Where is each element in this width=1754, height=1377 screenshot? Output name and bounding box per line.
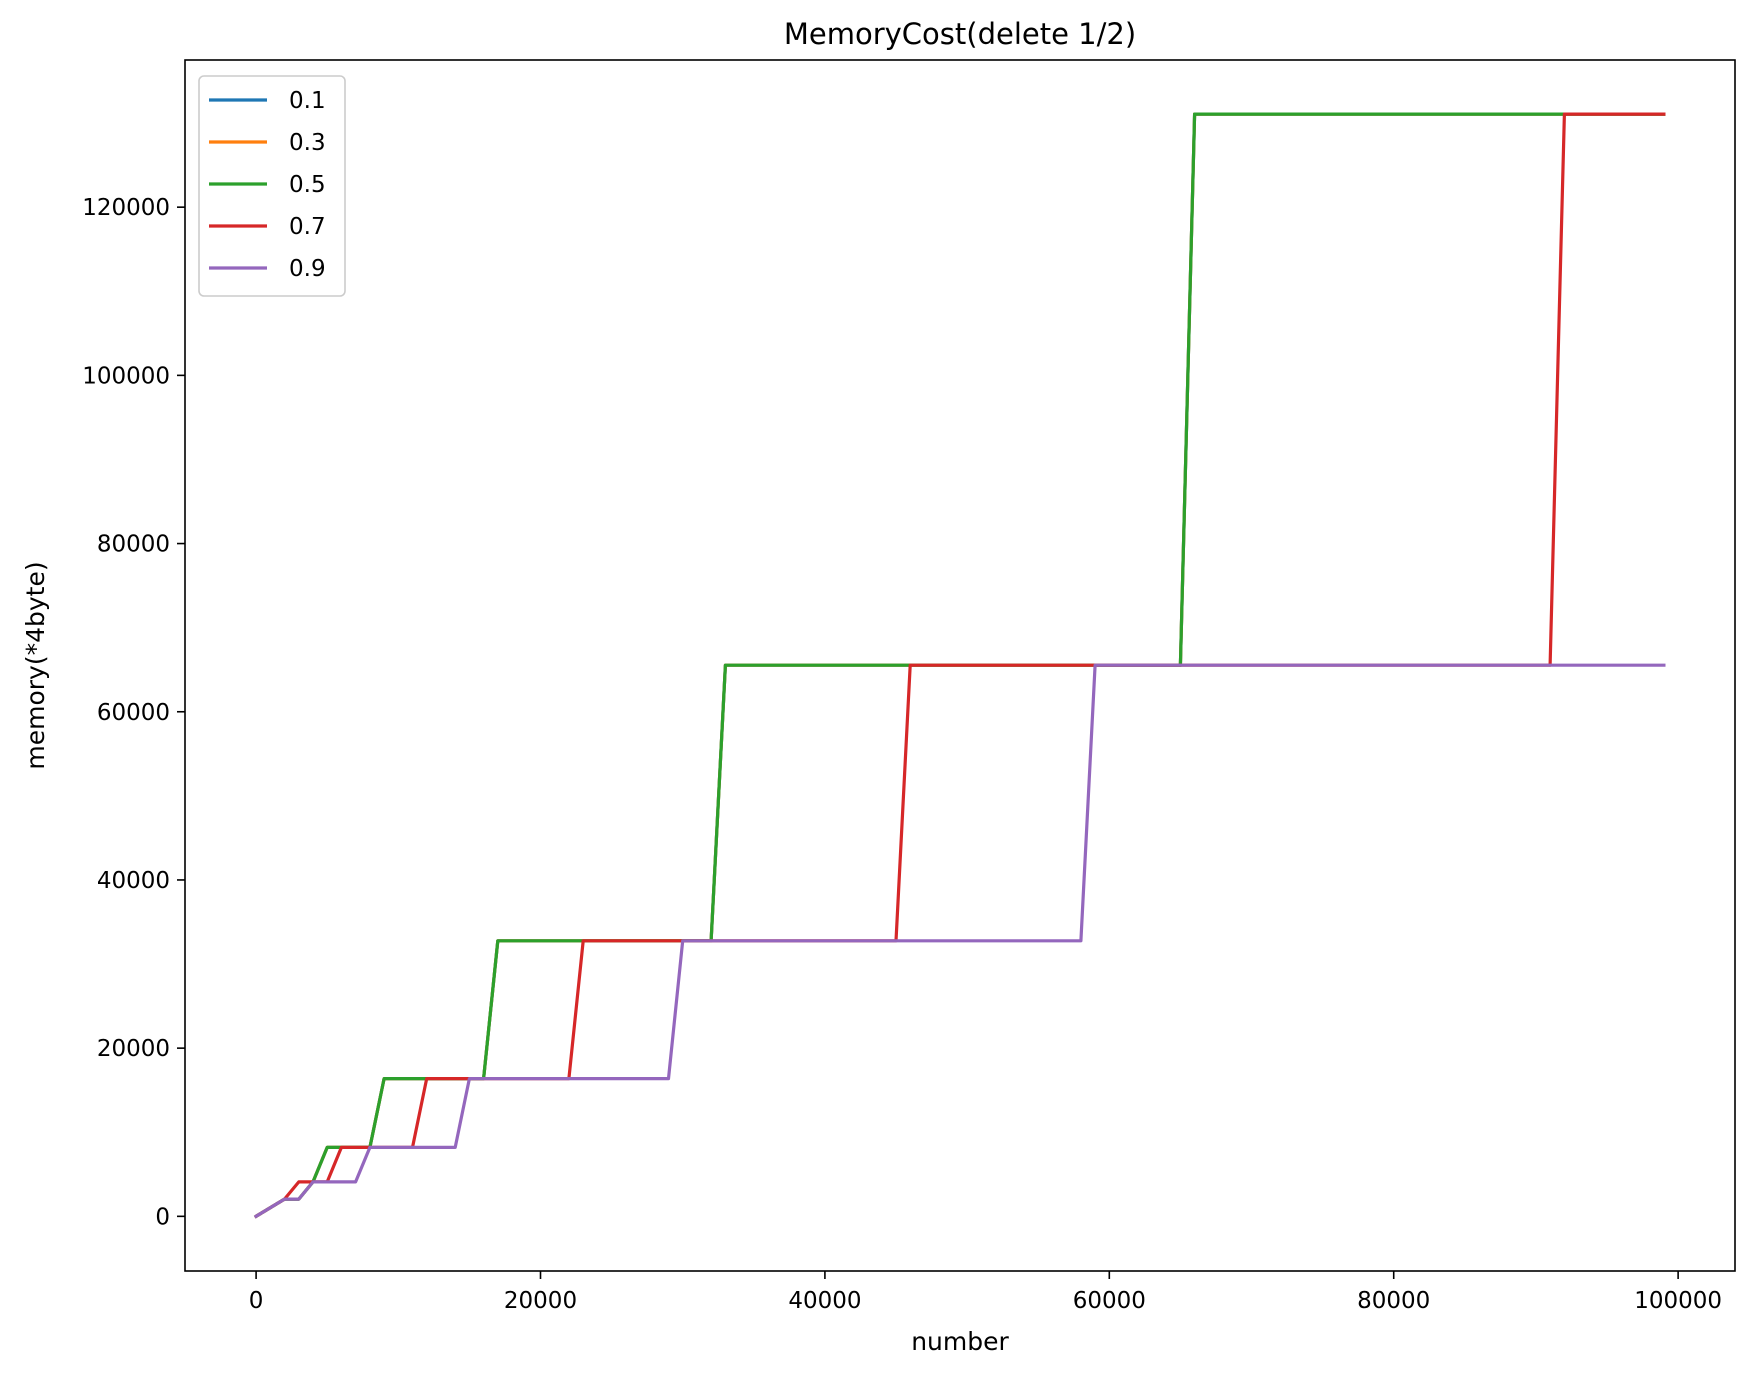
y-tick-label: 0 [155, 1204, 170, 1230]
y-tick-label: 60000 [97, 700, 170, 726]
x-tick-label: 40000 [788, 1288, 861, 1314]
x-tick-label: 20000 [504, 1288, 577, 1314]
x-axis-label: number [911, 1327, 1009, 1356]
x-tick-label: 60000 [1073, 1288, 1146, 1314]
chart-title: MemoryCost(delete 1/2) [784, 17, 1136, 51]
x-tick-label: 80000 [1357, 1288, 1430, 1314]
legend: 0.1 0.3 0.5 0.7 0.9 [198, 75, 346, 297]
y-tick-label: 120000 [82, 195, 170, 221]
y-tick-label: 40000 [97, 868, 170, 894]
series-line-0-9 [253, 663, 1666, 1219]
y-tick-label: 100000 [82, 363, 170, 389]
legend-entry-label: 0.7 [289, 214, 326, 240]
series-lines [253, 112, 1666, 1219]
y-tick-label: 20000 [97, 1036, 170, 1062]
x-tick-label: 100000 [1634, 1288, 1722, 1314]
x-tick-label: 0 [249, 1288, 264, 1314]
plot-frame [184, 59, 1736, 1272]
y-tick-label: 80000 [97, 532, 170, 558]
chart-text: MemoryCost(delete 1/2) number memory(*4b… [21, 17, 1136, 1356]
y-axis-label: memory(*4byte) [21, 561, 50, 769]
axes: 0 20000 40000 60000 80000 100000 0 20000 40000 60… [82, 59, 1736, 1314]
legend-entry-label: 0.5 [289, 172, 326, 198]
legend-entry-label: 0.1 [289, 88, 326, 114]
legend-entry-label: 0.3 [289, 130, 326, 156]
legend-box [198, 75, 346, 297]
legend-entry-label: 0.9 [289, 256, 326, 282]
